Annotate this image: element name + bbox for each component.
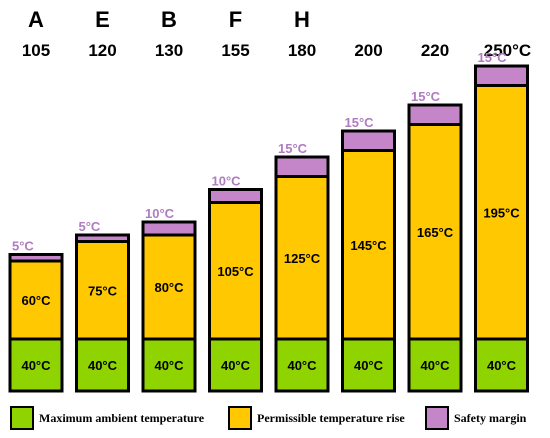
bar-segment-ambient bbox=[8, 337, 64, 393]
bar-segment-margin bbox=[208, 188, 263, 204]
bar-segment-ambient bbox=[407, 337, 463, 393]
bar-label-ambient: 40°C bbox=[21, 358, 51, 373]
legend-item-rise: Permissible temperature rise bbox=[228, 406, 405, 430]
bar-segment-margin bbox=[274, 155, 330, 178]
class-temperature-label: 220 bbox=[421, 41, 449, 60]
bar-segment-rise bbox=[75, 240, 130, 341]
bar-label-ambient: 40°C bbox=[154, 358, 184, 373]
class-temperature-label: 250°C bbox=[484, 41, 531, 60]
bar-label-margin: 15°C bbox=[345, 115, 375, 130]
legend-item-ambient: Maximum ambient temperature bbox=[10, 406, 204, 430]
bar-label-margin: 10°C bbox=[145, 206, 175, 221]
class-letter: A bbox=[28, 7, 44, 32]
legend-swatch-ambient bbox=[10, 406, 34, 430]
bar-segment-margin bbox=[341, 129, 396, 152]
bar-segment-rise bbox=[208, 201, 263, 341]
class-letter: E bbox=[95, 7, 110, 32]
bar-segment-rise bbox=[141, 233, 197, 341]
bar-segment-rise bbox=[8, 259, 64, 341]
class-temperature-label: 155 bbox=[221, 41, 249, 60]
legend-label-margin: Safety margin bbox=[454, 410, 527, 425]
legend-item-margin: Safety margin bbox=[425, 406, 526, 430]
legend-label-rise: Permissible temperature rise bbox=[257, 410, 405, 425]
class-letter: B bbox=[161, 7, 177, 32]
legend-swatch-rise bbox=[228, 406, 252, 430]
bar-label-ambient: 40°C bbox=[287, 358, 317, 373]
bar-label-ambient: 40°C bbox=[88, 358, 118, 373]
legend: Maximum ambient temperature Permissible … bbox=[0, 400, 550, 438]
bar-label-rise: 195°C bbox=[483, 205, 520, 220]
bar-segment-rise bbox=[274, 175, 330, 341]
bar-label-rise: 125°C bbox=[284, 251, 321, 266]
bar-segment-rise bbox=[474, 84, 529, 341]
bar-label-rise: 145°C bbox=[350, 238, 387, 253]
bar-label-ambient: 40°C bbox=[487, 358, 517, 373]
bar-segment-margin bbox=[141, 220, 197, 237]
bar-segment-margin bbox=[8, 253, 64, 263]
bar-label-margin: 15°C bbox=[478, 50, 508, 65]
class-letter: F bbox=[229, 7, 242, 32]
bar-segment-margin bbox=[75, 233, 130, 243]
bar-label-margin: 10°C bbox=[212, 174, 242, 189]
bar-segment-margin bbox=[407, 103, 463, 126]
bar-segment-ambient bbox=[274, 337, 330, 393]
bar-label-rise: 105°C bbox=[217, 264, 254, 279]
bar-segment-ambient bbox=[341, 337, 396, 393]
bar-label-margin: 15°C bbox=[278, 141, 308, 156]
class-temperature-label: 120 bbox=[88, 41, 116, 60]
bar-segment-ambient bbox=[208, 337, 263, 393]
bar-label-rise: 60°C bbox=[21, 293, 51, 308]
class-temperature-label: 130 bbox=[155, 41, 183, 60]
bar-label-rise: 165°C bbox=[417, 225, 454, 240]
class-temperature-label: 200 bbox=[354, 41, 382, 60]
bar-label-margin: 5°C bbox=[79, 219, 101, 234]
class-temperature-label: 180 bbox=[288, 41, 316, 60]
bar-segment-ambient bbox=[474, 337, 529, 393]
bar-label-margin: 5°C bbox=[12, 239, 34, 254]
bar-label-margin: 15°C bbox=[411, 89, 441, 104]
legend-label-ambient: Maximum ambient temperature bbox=[39, 410, 205, 425]
bar-segment-rise bbox=[341, 149, 396, 341]
bar-segment-margin bbox=[474, 64, 529, 87]
legend-swatch-margin bbox=[425, 406, 449, 430]
bar-label-rise: 75°C bbox=[88, 283, 118, 298]
bar-label-ambient: 40°C bbox=[221, 358, 251, 373]
insulation-class-chart: A 105 40°C 60°C 5°C E 120 40°C 75°C 5°C B 130 40°C 80… bbox=[8, 7, 531, 393]
bar-label-ambient: 40°C bbox=[354, 358, 384, 373]
class-temperature-label: 105 bbox=[22, 41, 50, 60]
bar-label-ambient: 40°C bbox=[420, 358, 450, 373]
bar-label-rise: 80°C bbox=[154, 280, 184, 295]
class-letter: H bbox=[294, 7, 310, 32]
